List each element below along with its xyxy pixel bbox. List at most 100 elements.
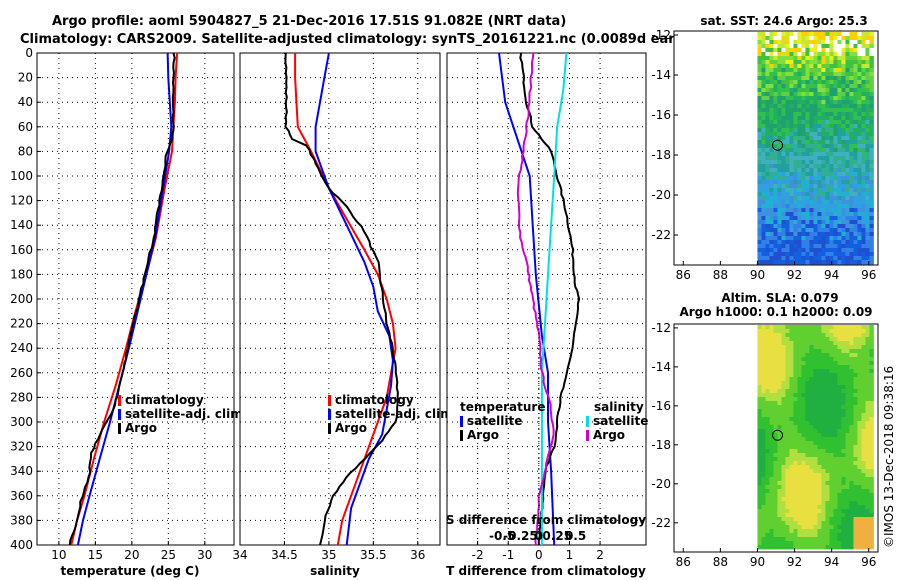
map-cell <box>793 128 798 133</box>
map-cell <box>765 140 770 145</box>
map-cell <box>765 469 770 474</box>
map-cell <box>841 36 846 41</box>
map-cell <box>829 200 834 205</box>
map-cell <box>869 188 874 193</box>
map-cell <box>821 68 826 73</box>
map-cell <box>837 76 842 81</box>
map-cell <box>865 40 870 45</box>
map-cell <box>841 381 846 386</box>
map-cell <box>817 192 822 197</box>
map-cell <box>765 176 770 181</box>
map-cell <box>793 248 798 253</box>
map-cell <box>777 164 782 169</box>
map-cell <box>853 517 858 522</box>
map-cell <box>829 417 834 422</box>
map-cell <box>813 136 818 141</box>
map-cell <box>837 365 842 370</box>
map-cell <box>805 248 810 253</box>
map-cell <box>865 529 870 534</box>
map-cell <box>813 441 818 446</box>
map-cell <box>773 108 778 113</box>
map-cell <box>797 393 802 398</box>
map-cell <box>857 545 862 550</box>
map-cell <box>817 32 822 37</box>
map-cell <box>857 497 862 502</box>
map-cell <box>797 381 802 386</box>
map-cell <box>817 381 822 386</box>
map-cell <box>865 184 870 189</box>
map-cell <box>757 525 762 530</box>
map-cell <box>769 413 774 418</box>
map-cell <box>761 337 766 342</box>
map-cell <box>805 421 810 426</box>
map-cell <box>797 224 802 229</box>
map-cell <box>833 505 838 510</box>
map-cell <box>861 413 866 418</box>
map-cell <box>849 409 854 414</box>
map-cell <box>841 485 846 490</box>
map-cell <box>785 200 790 205</box>
map-cell <box>781 377 786 382</box>
map-cell <box>813 76 818 81</box>
map-cell <box>773 437 778 442</box>
map-cell <box>861 333 866 338</box>
map-cell <box>837 100 842 105</box>
map-cell <box>845 168 850 173</box>
y-tick-label: 380 <box>10 513 33 527</box>
map-cell <box>845 256 850 261</box>
map-cell <box>761 100 766 105</box>
map-cell <box>801 220 806 225</box>
map-cell <box>829 373 834 378</box>
map-cell <box>817 84 822 89</box>
map-cell <box>857 485 862 490</box>
map-cell <box>825 60 830 65</box>
map-cell <box>849 208 854 213</box>
map-cell <box>785 156 790 161</box>
map-cell <box>757 325 762 330</box>
map-cell <box>781 425 786 430</box>
map-y-tick-label: -22 <box>651 228 671 242</box>
map-cell <box>865 136 870 141</box>
map-cell <box>809 369 814 374</box>
map-cell <box>849 140 854 145</box>
map-cell <box>865 164 870 169</box>
map-cell <box>765 184 770 189</box>
map-cell <box>853 373 858 378</box>
map-cell <box>781 172 786 177</box>
map-cell <box>793 337 798 342</box>
map-cell <box>757 96 762 101</box>
map-cell <box>837 429 842 434</box>
map-cell <box>797 236 802 241</box>
map-cell <box>821 212 826 217</box>
map-cell <box>857 72 862 77</box>
map-cell <box>781 148 786 153</box>
legend-label: satellite <box>467 414 522 428</box>
map-cell <box>853 393 858 398</box>
map-cell <box>817 545 822 550</box>
map-cell <box>793 76 798 81</box>
map-cell <box>801 232 806 237</box>
map-cell <box>865 477 870 482</box>
map-cell <box>817 140 822 145</box>
map-cell <box>829 477 834 482</box>
map-cell <box>781 349 786 354</box>
legend-swatch <box>118 423 121 434</box>
map-cell <box>813 465 818 470</box>
map-cell <box>797 437 802 442</box>
map-cell <box>829 128 834 133</box>
map-cell <box>765 224 770 229</box>
y-tick-label: 180 <box>10 267 33 281</box>
map-cell <box>829 545 834 550</box>
map-cell <box>853 413 858 418</box>
map-cell <box>789 473 794 478</box>
map-cell <box>765 477 770 482</box>
map-cell <box>857 541 862 546</box>
map-cell <box>829 537 834 542</box>
series-line-t-satellite <box>498 52 556 546</box>
map-cell <box>765 481 770 486</box>
map-cell <box>765 256 770 261</box>
map-cell <box>861 208 866 213</box>
map-cell <box>797 385 802 390</box>
map-cell <box>821 196 826 201</box>
map-cell <box>821 381 826 386</box>
